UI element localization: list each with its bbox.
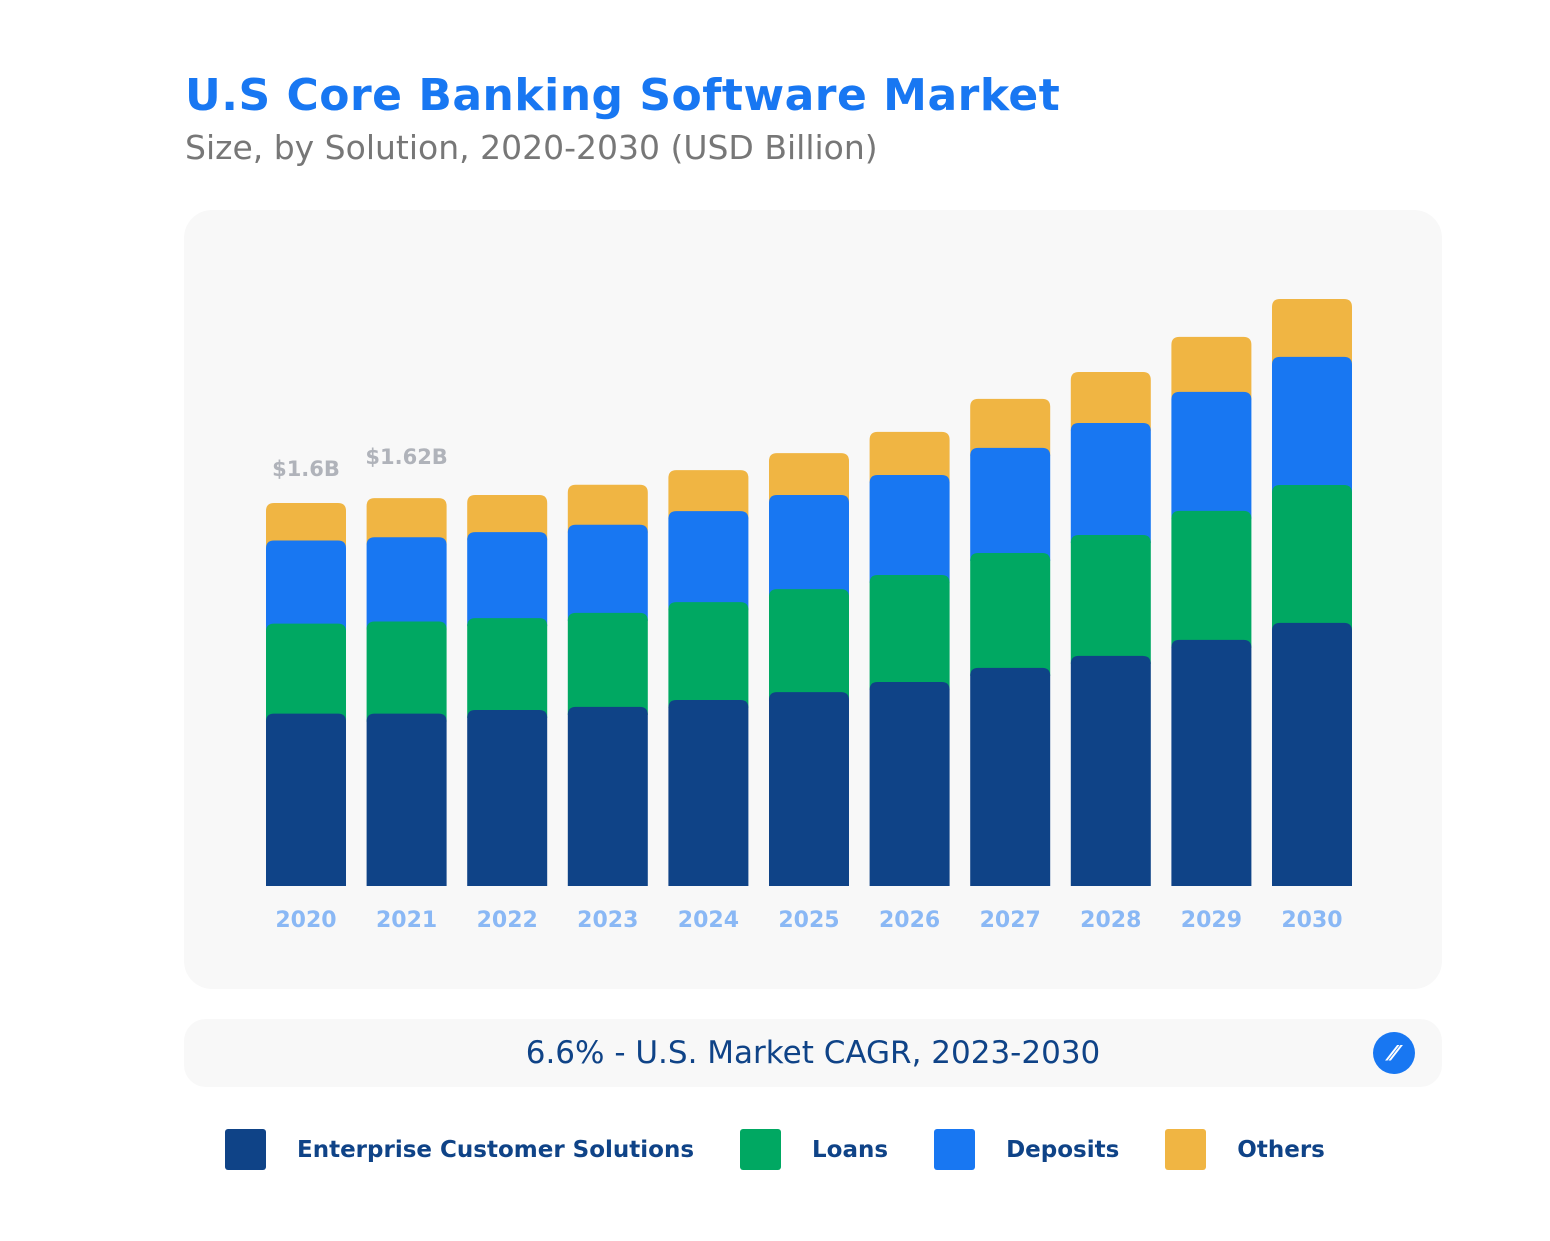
- x-tick-label: 2021: [376, 908, 437, 933]
- bar-segment-enterprise-customer-solutions-2029: [1171, 639, 1252, 886]
- legend: Enterprise Customer Solutions Loans Deposi…: [225, 1129, 1371, 1170]
- legend-label: Loans: [812, 1136, 889, 1163]
- x-tick-label: 2024: [678, 908, 739, 933]
- bar-segment-deposits-2028: [1070, 423, 1151, 544]
- bar-segment-loans-2026: [869, 575, 950, 691]
- bar-segment-others-2028: [1070, 372, 1151, 432]
- bar-segment-others-2021: [366, 498, 447, 546]
- legend-swatch: [934, 1129, 976, 1170]
- bar-segment-deposits-2025: [769, 495, 849, 598]
- bar-segment-enterprise-customer-solutions-2027: [970, 667, 1051, 886]
- legend-item: Deposits: [934, 1129, 1119, 1170]
- legend-swatch: [1165, 1129, 1207, 1170]
- chart-title: U.S Core Banking Software Market: [185, 70, 1061, 121]
- bar-segment-others-2027: [970, 398, 1051, 456]
- legend-item: Loans: [740, 1129, 888, 1170]
- bar-segment-loans-2022: [467, 618, 548, 719]
- x-tick-label: 2028: [1080, 908, 1141, 933]
- bar-segment-deposits-2026: [869, 474, 950, 584]
- bar-segment-loans-2024: [668, 602, 749, 708]
- legend-label: Enterprise Customer Solutions: [297, 1136, 695, 1163]
- bar-segment-others-2030: [1272, 298, 1352, 365]
- bar-segment-loans-2029: [1171, 510, 1252, 648]
- bar-segment-enterprise-customer-solutions-2026: [869, 682, 950, 886]
- legend-label: Deposits: [1006, 1136, 1120, 1163]
- bar-segment-others-2026: [869, 431, 950, 483]
- bar-segment-loans-2028: [1070, 535, 1151, 664]
- x-tick-label: 2022: [477, 908, 538, 933]
- bar-segment-loans-2030: [1272, 485, 1352, 631]
- data-label: $1.6B: [272, 457, 340, 481]
- bar-segment-deposits-2029: [1171, 391, 1252, 519]
- bar-segment-enterprise-customer-solutions-2020: [266, 713, 346, 886]
- bar-segment-loans-2025: [769, 589, 849, 701]
- x-tick-label: 2023: [577, 908, 638, 933]
- bar-segment-others-2024: [668, 470, 749, 520]
- x-tick-label: 2026: [879, 908, 940, 933]
- bar-segment-others-2023: [567, 484, 648, 533]
- legend-item: Enterprise Customer Solutions: [225, 1129, 694, 1170]
- bar-segment-loans-2027: [970, 552, 1051, 676]
- bar-segment-others-2029: [1171, 336, 1252, 400]
- bar-segment-deposits-2021: [366, 537, 447, 630]
- bar-segment-enterprise-customer-solutions-2021: [366, 713, 447, 886]
- bar-segment-enterprise-customer-solutions-2028: [1070, 655, 1151, 886]
- x-tick-label: 2020: [275, 908, 336, 933]
- bar-segment-enterprise-customer-solutions-2025: [769, 692, 849, 886]
- bar-segment-deposits-2023: [567, 524, 648, 621]
- cagr-banner: 6.6% - U.S. Market CAGR, 2023-2030 ⁄⁄: [184, 1019, 1442, 1087]
- bar-segment-enterprise-customer-solutions-2023: [567, 706, 648, 886]
- x-tick-label: 2030: [1281, 908, 1342, 933]
- bar-segment-enterprise-customer-solutions-2030: [1272, 622, 1352, 886]
- legend-swatch: [740, 1129, 782, 1170]
- bar-segment-others-2020: [266, 502, 346, 549]
- bar-segment-loans-2021: [366, 621, 447, 722]
- legend-swatch: [225, 1129, 266, 1170]
- bar-segment-loans-2020: [266, 623, 346, 722]
- x-tick-label: 2025: [778, 908, 839, 933]
- legend-label: Others: [1237, 1136, 1325, 1163]
- data-label: $1.62B: [365, 445, 447, 469]
- bar-segment-loans-2023: [567, 612, 648, 715]
- bar-segment-deposits-2024: [668, 511, 749, 611]
- cagr-text: 6.6% - U.S. Market CAGR, 2023-2030: [525, 1035, 1101, 1071]
- x-tick-label: 2027: [980, 908, 1041, 933]
- stacked-bar-chart: 2020 $1.6B 2021 $1.62B 2022 2023 2024 2025 2026 2…: [266, 298, 1352, 933]
- chart-subtitle: Size, by Solution, 2020-2030 (USD Billio…: [185, 128, 878, 167]
- bar-segment-deposits-2030: [1272, 356, 1352, 494]
- bar-segment-enterprise-customer-solutions-2022: [467, 710, 548, 886]
- bar-segment-others-2025: [769, 453, 849, 504]
- bar-segment-deposits-2027: [970, 447, 1051, 561]
- brand-logo-icon: ⁄⁄: [1373, 1032, 1415, 1074]
- legend-item: Others: [1165, 1129, 1325, 1170]
- bar-segment-deposits-2020: [266, 540, 346, 632]
- bar-segment-enterprise-customer-solutions-2024: [668, 699, 749, 886]
- bar-segment-others-2022: [467, 495, 548, 541]
- bar-segment-deposits-2022: [467, 532, 548, 627]
- x-tick-label: 2029: [1181, 908, 1242, 933]
